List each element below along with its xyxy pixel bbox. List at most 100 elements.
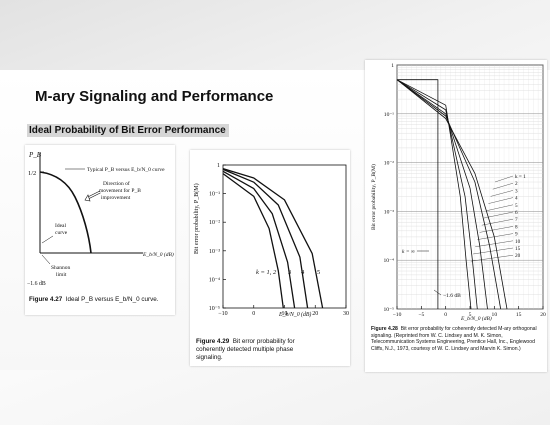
fig428-xtick-label: −5: [418, 312, 424, 318]
fig428-y-ticks: 1 10⁻¹ 10⁻² 10⁻³ 10⁻⁴ 10⁻⁵: [384, 63, 543, 313]
fig428-k-label: 7: [515, 217, 518, 223]
fig428-curve-2: [396, 79, 502, 310]
fig429-caption: Figure 4.29 Bit error probability for co…: [196, 338, 306, 362]
fig428-k-leader: [481, 219, 514, 226]
figure-4-29: Bit error probability, P_B(M) 1 10⁻¹ 10⁻² 1…: [190, 150, 350, 366]
fig428-xlabel: E_b/N_0 (dB): [460, 315, 492, 322]
fig429-xtick-label: −10: [218, 311, 227, 317]
fig428-k-leader: [490, 190, 514, 197]
fig429-curve-1: [222, 173, 284, 309]
fig427-ylabel: P_B: [28, 151, 42, 159]
fig427-shannon-label-1: Shannon: [51, 265, 71, 271]
fig428-curve-1: [396, 79, 508, 310]
fig427-arrow-label-1: Direction of: [103, 180, 130, 187]
fig428-k-leader: [479, 226, 514, 233]
fig428-k-label: 4: [515, 196, 518, 202]
fig428-xtick-label: 0: [444, 312, 447, 318]
fig429-curve-3: [222, 168, 309, 309]
fig427-ideal-label-1: Ideal: [55, 223, 66, 229]
fig428-k-leader: [486, 204, 514, 211]
fig429-xtick-label: 10: [282, 311, 288, 317]
fig429-k5-label: 5: [317, 269, 320, 276]
fig429-xtick-label: 0: [252, 311, 255, 317]
fig429-curve-2: [222, 170, 296, 309]
fig428-xtick-label: 20: [540, 312, 546, 318]
figure-4-27-plot: P_B 1/2 Typical P_B versus E_b/N_0 curve…: [27, 151, 174, 287]
fig428-curves: [396, 79, 508, 310]
fig427-arrow-label-2: movement for P_B: [99, 187, 141, 194]
fig427-arrow-label-3: improvement: [101, 195, 131, 201]
fig429-xlabel: E_b/N_0 (dB): [278, 311, 311, 318]
fig428-ytick-label: 10⁻⁴: [384, 258, 395, 264]
fig428-k-label: 2: [515, 181, 518, 187]
fig428-shannon-label: −1.6 dB: [443, 293, 461, 299]
fig428-caption-label: Figure 4.28: [371, 326, 398, 332]
fig428-k-label: k = 1: [515, 174, 526, 180]
fig429-k3-label: 3: [288, 269, 291, 276]
fig429-xtick-label: 30: [343, 311, 349, 317]
fig427-caption-label: Figure 4.27: [29, 296, 63, 303]
fig428-xtick-label: 15: [516, 312, 522, 318]
fig427-ideal-label-2: curve: [55, 230, 68, 236]
fig429-caption-label: Figure 4.29: [196, 338, 230, 345]
fig428-k-label: 5: [515, 203, 518, 209]
fig429-ytick-label: 1: [217, 163, 220, 169]
slide-subtitle: Ideal Probability of Bit Error Performan…: [27, 124, 229, 137]
fig428-k-leader: [483, 211, 514, 219]
fig428-k-leader: [477, 233, 514, 240]
fig428-ytick-label: 10⁻²: [384, 161, 395, 167]
fig429-ytick-label: 10⁻²: [209, 220, 220, 226]
fig428-ylabel: Bit error probability, P_B(M): [370, 164, 377, 230]
fig429-x-ticks: −10 0 10 20 30: [218, 305, 349, 317]
fig428-k-label: 3: [515, 188, 518, 194]
fig428-ytick-label: 10⁻³: [384, 209, 395, 215]
figure-4-27: P_B 1/2 Typical P_B versus E_b/N_0 curve…: [25, 145, 175, 315]
fig428-k-leader: [472, 247, 514, 255]
fig429-ytick-label: 10⁻⁴: [209, 277, 220, 283]
fig428-k-label: 9: [515, 232, 518, 238]
fig428-k-leader: [470, 255, 514, 262]
fig428-kinf-label: k = ∞: [402, 249, 415, 255]
figure-4-29-plot: Bit error probability, P_B(M) 110⁻¹10⁻²1…: [193, 163, 349, 318]
fig428-k-leader: [488, 197, 514, 204]
fig428-ytick-label: 1: [391, 63, 394, 69]
fig428-curve-5: [396, 79, 472, 310]
fig429-y-ticks: 1 10⁻¹ 10⁻² 10⁻³ 10⁻⁴ 10⁻⁵: [209, 163, 226, 312]
fig429-ylabel: Bit error probability, P_B(M): [193, 183, 200, 254]
fig428-caption: Figure 4.28 Bit error probability for co…: [371, 326, 543, 352]
fig428-k-leader: [492, 183, 514, 190]
fig429-xtick-label: 20: [312, 311, 318, 317]
fig428-caption-text: Bit error probability for coherently det…: [371, 326, 537, 352]
slide-title: M-ary Signaling and Performance: [35, 88, 274, 105]
fig428-x-ticks: −10 −5 0 5 10 15 20: [393, 306, 546, 318]
fig428-curve-3: [396, 79, 488, 310]
fig429-ytick-label: 10⁻³: [209, 249, 220, 255]
fig427-curve-label: Typical P_B versus E_b/N_0 curve: [87, 167, 165, 173]
fig427-xtick: −1.6 dB: [27, 281, 46, 287]
fig429-k-label: k = 1, 2: [256, 269, 277, 276]
fig429-ytick-label: 10⁻⁵: [209, 306, 220, 312]
figure-4-28-plot: Bit error probability, P_B(M) 110⁻¹10⁻²1…: [370, 63, 546, 322]
fig428-ytick-label: 10⁻¹: [384, 112, 395, 118]
fig428-k-leader: [494, 175, 514, 183]
fig428-k-label: 8: [515, 224, 518, 230]
fig427-xlabel: E_b/N_0 (dB): [142, 251, 174, 258]
fig427-caption-text: Ideal P_B versus E_b/N_0 curve.: [65, 296, 159, 303]
fig427-caption: Figure 4.27 Ideal P_B versus E_b/N_0 cur…: [29, 296, 169, 304]
fig429-ytick-label: 10⁻¹: [209, 192, 220, 198]
fig428-k-label: 15: [515, 246, 521, 252]
fig428-grid: [396, 65, 544, 309]
fig428-k-leader: [475, 240, 514, 247]
fig428-curve-6: [397, 79, 439, 309]
fig429-curves: [222, 167, 324, 309]
fig429-caption-text: Bit error probability for coherently det…: [196, 338, 295, 361]
fig428-k-label: 6: [515, 210, 518, 216]
fig428-k-label: 20: [515, 253, 521, 259]
fig427-ytick: 1/2: [28, 170, 36, 177]
fig428-curve-4: [396, 79, 478, 310]
fig428-ytick-label: 10⁻⁵: [384, 307, 395, 313]
fig428-xtick-label: 10: [492, 312, 498, 318]
fig428-xtick-label: 5: [469, 312, 472, 318]
fig429-curve-4: [222, 167, 324, 309]
